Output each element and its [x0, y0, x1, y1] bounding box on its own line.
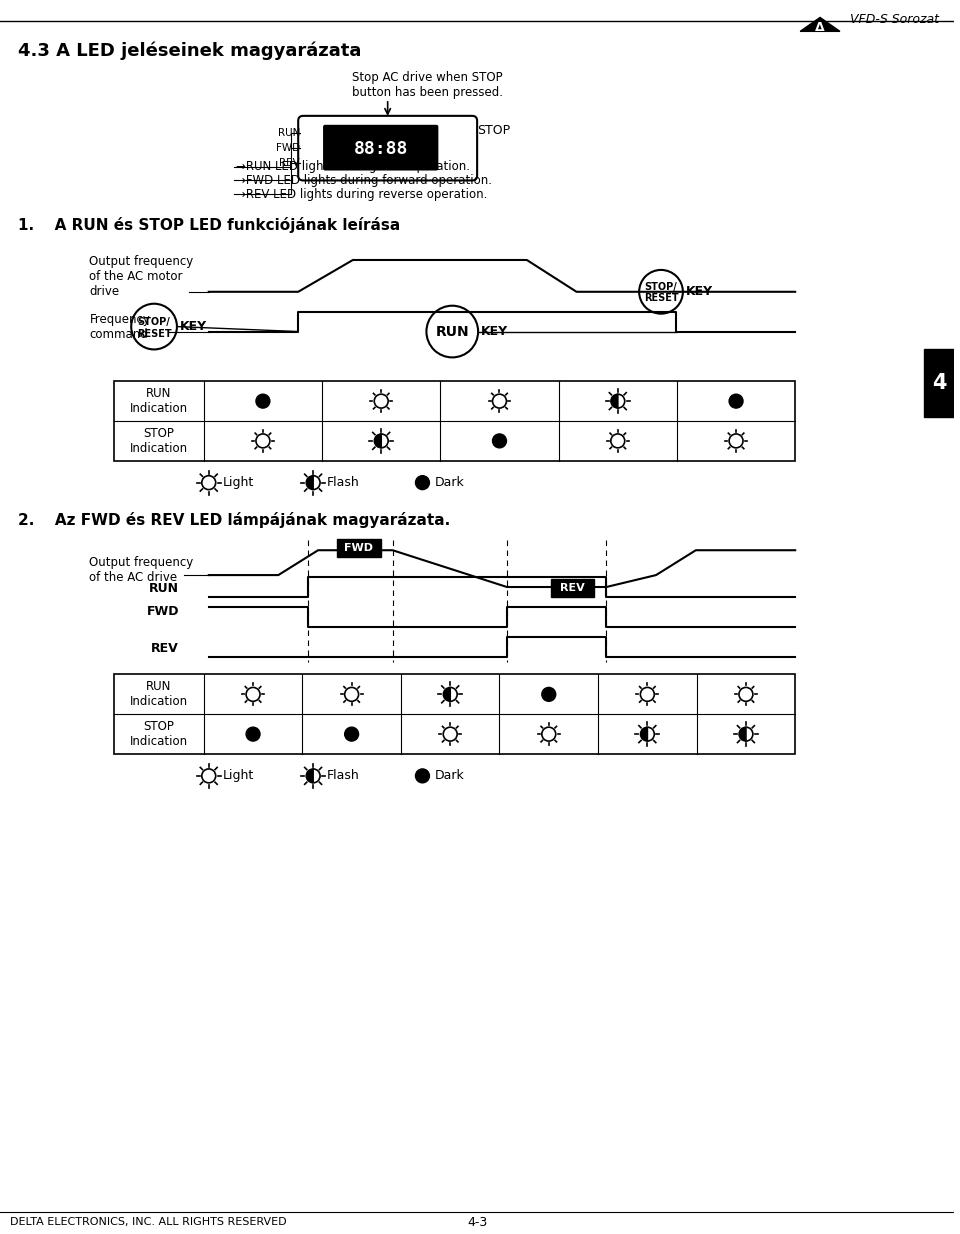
Text: REV: REV — [561, 582, 585, 594]
Text: STOP
Indication: STOP Indication — [130, 427, 188, 455]
Text: 4-3: 4-3 — [467, 1215, 488, 1229]
Wedge shape — [444, 687, 450, 701]
Wedge shape — [647, 727, 655, 742]
Wedge shape — [313, 769, 320, 782]
Text: KEY: KEY — [180, 320, 207, 333]
Text: RUN: RUN — [277, 128, 300, 138]
Text: Output frequency
of the AC motor
drive: Output frequency of the AC motor drive — [89, 255, 194, 299]
Wedge shape — [313, 475, 320, 490]
Wedge shape — [306, 475, 313, 490]
Circle shape — [416, 475, 429, 490]
Text: KEY: KEY — [685, 285, 713, 299]
Text: RUN
Indication: RUN Indication — [130, 680, 188, 708]
Text: 1.  A RUN és STOP LED funkciójának leírása: 1. A RUN és STOP LED funkciójának leírás… — [18, 217, 400, 233]
Text: 2.  Az FWD és REV LED lámpájának magyarázata.: 2. Az FWD és REV LED lámpájának magyaráz… — [18, 512, 450, 528]
Text: RESET: RESET — [136, 328, 172, 338]
Text: RUN: RUN — [149, 582, 179, 596]
Text: Flash: Flash — [327, 769, 360, 782]
FancyBboxPatch shape — [337, 539, 381, 558]
Circle shape — [416, 769, 429, 782]
Text: 88:88: 88:88 — [353, 139, 408, 158]
Text: FWD: FWD — [276, 143, 300, 153]
Circle shape — [345, 727, 359, 742]
Circle shape — [246, 727, 260, 742]
Text: →RUN LED lights during RUN operation.: →RUN LED lights during RUN operation. — [235, 160, 469, 173]
Text: 4.3 A LED jeléseinek magyarázata: 4.3 A LED jeléseinek magyarázata — [18, 42, 361, 60]
Wedge shape — [618, 394, 625, 408]
Text: KEY: KEY — [481, 325, 508, 338]
Wedge shape — [374, 434, 381, 448]
Text: RESET: RESET — [644, 292, 679, 302]
Wedge shape — [739, 727, 746, 742]
Circle shape — [541, 687, 556, 701]
Text: STOP: STOP — [477, 125, 511, 137]
Wedge shape — [381, 434, 388, 448]
Text: Δ: Δ — [815, 21, 825, 33]
Text: Frequency
command: Frequency command — [89, 312, 151, 341]
Text: Stop AC drive when STOP
button has been pressed.: Stop AC drive when STOP button has been … — [352, 72, 503, 99]
Text: →REV LED lights during reverse operation.: →REV LED lights during reverse operation… — [235, 188, 487, 201]
Circle shape — [729, 394, 743, 408]
Text: FWD: FWD — [345, 543, 373, 553]
Text: DELTA ELECTRONICS, INC. ALL RIGHTS RESERVED: DELTA ELECTRONICS, INC. ALL RIGHTS RESER… — [10, 1217, 287, 1227]
Text: Dark: Dark — [434, 769, 464, 782]
Wedge shape — [640, 727, 647, 742]
Text: 4: 4 — [932, 373, 947, 394]
FancyBboxPatch shape — [924, 349, 954, 417]
Text: REV: REV — [279, 158, 300, 168]
Wedge shape — [746, 727, 753, 742]
FancyBboxPatch shape — [324, 125, 439, 170]
Text: Output frequency
of the AC drive: Output frequency of the AC drive — [89, 557, 194, 584]
Text: →FWD LED lights during forward operation.: →FWD LED lights during forward operation… — [235, 174, 492, 188]
Text: Light: Light — [223, 769, 253, 782]
Text: STOP/: STOP/ — [137, 317, 171, 327]
Polygon shape — [801, 17, 840, 31]
Text: STOP/: STOP/ — [645, 281, 678, 291]
Text: FWD: FWD — [147, 606, 179, 618]
Text: RUN: RUN — [436, 325, 469, 338]
Wedge shape — [611, 394, 618, 408]
Text: Light: Light — [223, 476, 253, 489]
Circle shape — [492, 434, 507, 448]
Wedge shape — [450, 687, 457, 701]
Text: VFD-S Sorozat: VFD-S Sorozat — [850, 12, 939, 26]
Text: RUN
Indication: RUN Indication — [130, 387, 188, 415]
FancyBboxPatch shape — [551, 579, 594, 597]
Text: Flash: Flash — [327, 476, 360, 489]
FancyBboxPatch shape — [299, 116, 477, 180]
Circle shape — [256, 394, 270, 408]
Text: STOP
Indication: STOP Indication — [130, 721, 188, 748]
Wedge shape — [306, 769, 313, 782]
Text: Dark: Dark — [434, 476, 464, 489]
Text: REV: REV — [151, 642, 179, 655]
